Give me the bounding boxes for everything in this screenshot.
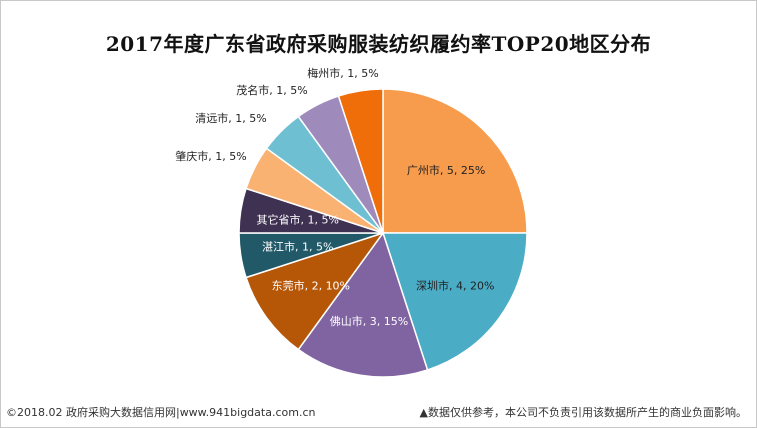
- pie-slice-label-2: 佛山市, 3, 15%: [330, 314, 408, 328]
- footer-copyright: ©2018.02 政府采购大数据信用网|www.941bigdata.com.c…: [6, 406, 316, 419]
- footer-disclaimer: ▲数据仅供参考，本公司不负责引用该数据所产生的商业负面影响。: [419, 406, 747, 419]
- pie-slice-label-5: 其它省市, 1, 5%: [256, 213, 338, 227]
- pie-slice-3: [245, 231, 385, 351]
- pie-slice-2: [297, 231, 429, 378]
- pie-labels: 广州市, 5, 25% 深圳市, 4, 20% 佛山市, 3, 15% 东莞市, 2,…: [175, 66, 494, 328]
- pie-slice-label-9: 梅州市, 1, 5%: [307, 66, 378, 80]
- pie-slice-label-8: 茂名市, 1, 5%: [236, 83, 307, 97]
- pie-slice-0: [382, 88, 528, 234]
- pie-slice-label-0: 广州市, 5, 25%: [407, 163, 485, 177]
- pie-slice-label-6: 肇庆市, 1, 5%: [175, 149, 246, 163]
- pie-slice-label-7: 清远市, 1, 5%: [195, 111, 266, 125]
- chart-title: 2017年度广东省政府采购服装纺织履约率TOP20地区分布: [105, 32, 652, 56]
- pie-slice-1: [381, 232, 528, 371]
- pie-slice-label-1: 深圳市, 4, 20%: [416, 279, 494, 293]
- pie-slice-label-3: 东莞市, 2, 10%: [272, 279, 350, 293]
- pie-slice-9: [337, 88, 384, 234]
- pie-slice-label-4: 湛江市, 1, 5%: [262, 240, 333, 254]
- pie-slices: [238, 88, 528, 378]
